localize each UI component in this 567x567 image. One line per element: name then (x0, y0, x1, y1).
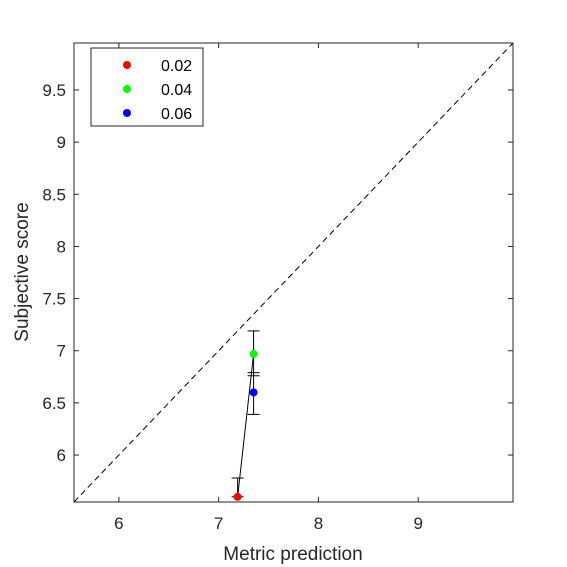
y-tick-label: 8.5 (42, 185, 66, 204)
identity-line-layer (73, 42, 514, 503)
connecting-line (237, 353, 255, 497)
connecting-line-layer (237, 353, 255, 497)
y-tick-label: 9 (57, 133, 66, 152)
legend-label: 0.02 (161, 58, 192, 75)
plot-area-frame (73, 42, 514, 503)
legend-marker (123, 109, 131, 117)
y-tick-label: 6 (57, 446, 66, 465)
x-tick-label: 7 (214, 514, 223, 533)
y-tick-label: 7.5 (42, 290, 66, 309)
data-point (249, 388, 258, 397)
y-tick-label: 7 (57, 342, 66, 361)
legend-box (90, 47, 204, 127)
y-axis: 6 6.5 7 7.5 8 8.5 9 9.5 (42, 81, 513, 465)
legend-label: 0.06 (161, 106, 192, 123)
x-axis: 6 7 8 9 (114, 43, 423, 533)
x-tick-label: 8 (314, 514, 323, 533)
x-tick-label: 9 (413, 514, 422, 533)
points-layer (233, 349, 258, 501)
y-tick-label: 6.5 (42, 394, 66, 413)
x-axis-label: Metric prediction (223, 544, 362, 565)
legend-marker (123, 85, 131, 93)
y-tick-label: 8 (57, 237, 66, 256)
legend-marker (123, 61, 131, 69)
identity-line (73, 42, 514, 503)
y-tick-label: 9.5 (42, 81, 66, 100)
data-point (249, 349, 258, 358)
legend-label: 0.04 (161, 82, 192, 99)
y-axis-label: Subjective score (12, 202, 33, 341)
data-point (233, 492, 242, 501)
legend: 0.02 0.04 0.06 (90, 47, 204, 127)
x-tick-label: 6 (114, 514, 123, 533)
